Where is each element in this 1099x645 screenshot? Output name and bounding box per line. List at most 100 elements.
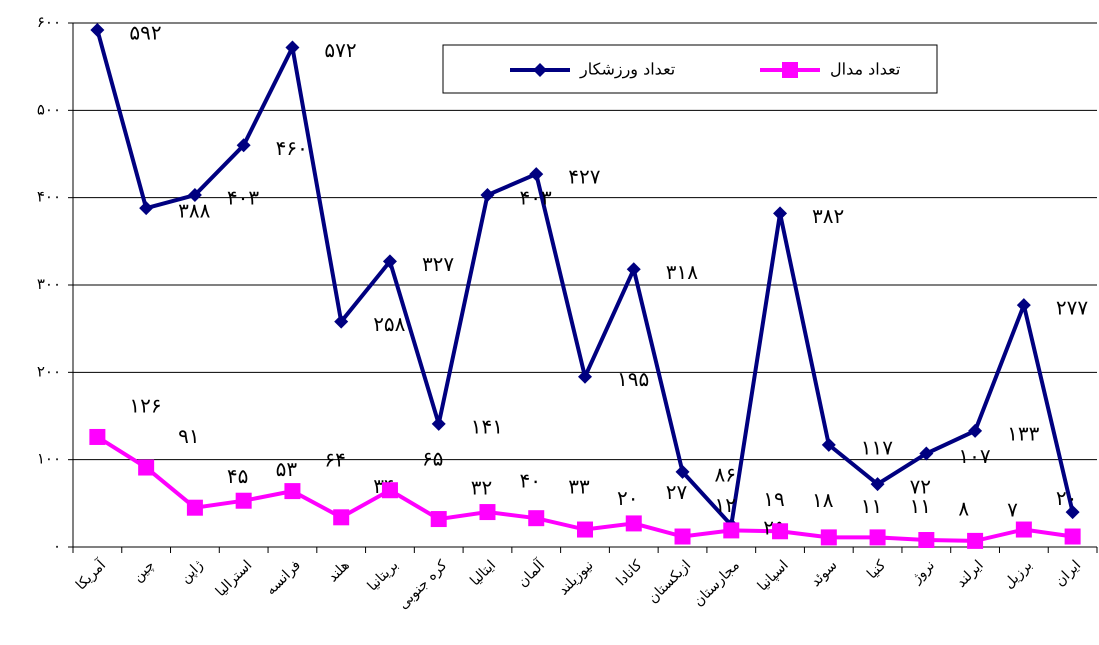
data-label: ۲۷۷ [1056, 296, 1088, 320]
point [1065, 505, 1080, 520]
data-label: ۱۱ [910, 494, 931, 518]
data-label: ۳۳ [568, 475, 590, 499]
legend-label: تعداد مدال [830, 60, 900, 79]
point [236, 138, 251, 153]
x-tick-label: کانادا [613, 557, 645, 589]
x-tick-label: نیوزیلند [555, 557, 596, 598]
x-tick-label: ایرلند [953, 557, 986, 590]
point [919, 446, 934, 461]
data-label: ۶۴ [324, 448, 345, 472]
data-label: ۱۲ [715, 493, 736, 517]
y-tick-label: ۴۰۰ [37, 188, 61, 206]
point [577, 521, 593, 538]
data-label: ۴۰۳ [227, 186, 259, 210]
point [431, 416, 446, 431]
x-tick-label: آمریکا [72, 555, 110, 593]
data-label: ۵۷۲ [324, 38, 356, 62]
point [186, 499, 203, 516]
point [625, 515, 642, 532]
y-tick-label: ۶۰۰ [37, 13, 61, 31]
point [674, 528, 691, 545]
y-tick-label: ۳۰۰ [37, 275, 61, 293]
data-label: ۲۰ [617, 486, 638, 510]
x-tick-label: فرانسه [263, 557, 304, 598]
data-label: ۱۴۱ [471, 414, 503, 438]
x-tick-label: نروژ [908, 557, 938, 587]
data-label: ۴۲۷ [568, 165, 600, 189]
data-label: ۴۰ [519, 469, 540, 493]
point [968, 423, 983, 438]
x-tick-label: استرالیا [213, 557, 256, 600]
legend-marker [782, 62, 798, 78]
point [772, 523, 789, 540]
data-label: ۷ [1007, 497, 1018, 521]
data-label: ۲۵۸ [373, 312, 405, 336]
data-label: ۱۹ [763, 487, 784, 511]
data-label: ۱۸ [812, 488, 834, 512]
point [138, 459, 155, 476]
point [1015, 521, 1032, 538]
point [918, 532, 935, 549]
data-label: ۴۶۰ [276, 136, 308, 160]
data-label: ۲۰ [1056, 486, 1077, 510]
data-label: ۵۳ [276, 457, 298, 481]
data-label: ۸۶ [715, 462, 736, 486]
point [1016, 298, 1031, 313]
point [333, 509, 350, 526]
point [578, 369, 592, 384]
data-label: ۴۵ [227, 464, 248, 488]
data-label: ۱۹۵ [617, 367, 649, 391]
x-tick-label: اسپانیا [755, 557, 792, 594]
point [285, 40, 300, 55]
x-tick-label: ازبکستان [645, 557, 694, 606]
data-label: ۶۵ [422, 447, 443, 471]
data-label: ۵۹۲ [129, 20, 161, 44]
data-label: ۸ [958, 497, 969, 521]
data-label: ۳۸۲ [812, 204, 844, 228]
point [821, 437, 836, 452]
point [1064, 528, 1081, 545]
data-label: ۳۱۸ [666, 260, 698, 284]
x-tick-label: مجارستان [691, 557, 743, 609]
x-tick-label: هلند [325, 557, 353, 585]
point [382, 254, 397, 269]
x-tick-label: کنیا [864, 557, 889, 582]
point [284, 483, 301, 500]
data-label: ۳۲ [471, 476, 492, 500]
data-label: ۱۱ [861, 494, 882, 518]
point [820, 529, 837, 546]
data-label: ۹۱ [178, 424, 199, 448]
point [381, 482, 398, 499]
x-tick-label: آلمان [513, 555, 548, 590]
data-label: ۱۱۷ [861, 435, 893, 459]
x-tick-label: سوئد [808, 557, 841, 590]
x-tick-label: بریتانیا [365, 557, 402, 594]
y-tick-label: ۵۰۰ [37, 100, 61, 118]
point [675, 464, 690, 479]
data-label: ۱۰۷ [958, 444, 990, 468]
point [480, 188, 495, 203]
y-tick-label: ۲۰۰ [37, 362, 61, 380]
legend-label: تعداد ورزشکار [579, 60, 675, 79]
point [723, 522, 740, 539]
point [139, 201, 154, 216]
y-tick-label: ۰ [53, 537, 61, 555]
point [869, 529, 886, 546]
x-tick-label: چین [130, 557, 158, 585]
data-label: ۷۲ [910, 475, 931, 499]
data-label: ۴۰۳ [519, 186, 551, 210]
point [89, 428, 106, 445]
legend-marker [533, 63, 547, 77]
x-tick-label: ایتالیا [467, 557, 499, 589]
x-tick-label: ژاپن [177, 557, 206, 586]
x-tick-label: کره جنوبی [395, 557, 450, 612]
point [187, 188, 202, 203]
data-label: ۳۸۸ [178, 199, 210, 223]
point [528, 510, 545, 527]
point [90, 22, 105, 37]
data-label: ۱۳۳ [1007, 421, 1039, 445]
data-label: ۳۲۷ [422, 252, 454, 276]
x-tick-label: برزیل [1001, 557, 1036, 592]
point [529, 167, 544, 182]
